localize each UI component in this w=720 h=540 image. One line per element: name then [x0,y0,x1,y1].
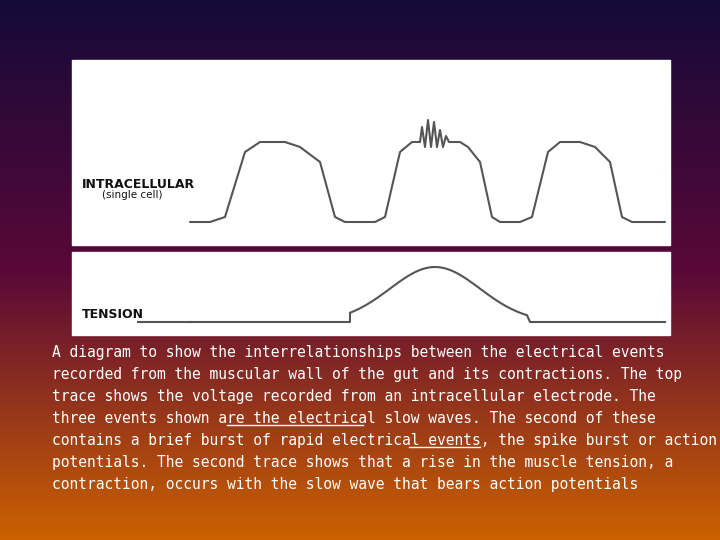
Text: three events shown are the electrical slow waves. The second of these: three events shown are the electrical sl… [52,411,656,426]
Text: trace shows the voltage recorded from an intracellular electrode. The: trace shows the voltage recorded from an… [52,389,656,404]
Text: contraction, occurs with the slow wave that bears action potentials: contraction, occurs with the slow wave t… [52,477,638,492]
Text: contains a brief burst of rapid electrical events, the spike burst or action: contains a brief burst of rapid electric… [52,433,717,448]
FancyBboxPatch shape [72,252,670,335]
Text: recorded from the muscular wall of the gut and its contractions. The top: recorded from the muscular wall of the g… [52,367,682,382]
Text: INTRACELLULAR: INTRACELLULAR [82,178,195,191]
FancyBboxPatch shape [72,60,670,245]
Text: potentials. The second trace shows that a rise in the muscle tension, a: potentials. The second trace shows that … [52,455,673,470]
Text: TENSION: TENSION [82,308,144,321]
Text: (single cell): (single cell) [102,190,163,200]
Text: A diagram to show the interrelationships between the electrical events: A diagram to show the interrelationships… [52,345,665,360]
